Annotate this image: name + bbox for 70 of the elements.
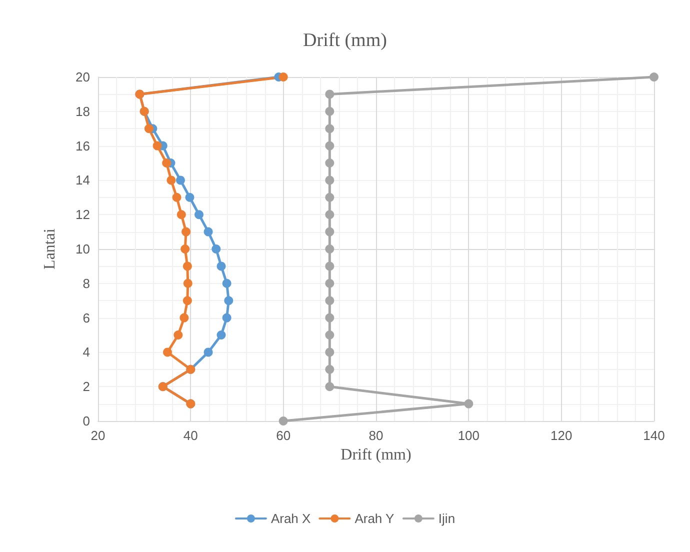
point (152, 141, 162, 150)
point (182, 227, 191, 236)
point (224, 296, 234, 306)
point (325, 106, 334, 116)
point (325, 348, 334, 357)
point (216, 262, 226, 271)
y-tick-label: 18 (76, 104, 90, 119)
y-tick-label: 16 (76, 138, 90, 154)
y-tick-label: 10 (76, 242, 90, 256)
y-tick-label: 2 (82, 379, 90, 394)
legend-label: Ijin (438, 511, 456, 526)
point (222, 313, 232, 322)
point (185, 192, 194, 202)
point (204, 348, 213, 357)
point (204, 227, 213, 236)
point (325, 244, 334, 254)
point (325, 158, 334, 168)
point (180, 313, 189, 322)
point (650, 72, 658, 82)
point (325, 176, 334, 185)
point (325, 330, 334, 340)
point (222, 278, 232, 288)
point (325, 90, 334, 99)
point (174, 330, 183, 340)
y-tick-label: 6 (82, 310, 90, 326)
y-tick-label: 14 (76, 172, 90, 188)
point (325, 124, 334, 134)
x-tick-label: 120 (550, 428, 572, 443)
point (212, 244, 221, 254)
x-axis-title: Drift (mm) (340, 446, 412, 464)
point (325, 313, 334, 322)
point (182, 262, 192, 271)
point (176, 176, 185, 185)
point (176, 210, 186, 220)
point (325, 210, 334, 220)
point (325, 382, 334, 392)
point (172, 192, 182, 202)
point (325, 192, 334, 202)
y-axis-title: Lantai (42, 228, 58, 270)
point (194, 210, 204, 220)
legend-label: Arah X (270, 511, 312, 526)
chart-title: Drift (mm) (303, 30, 387, 51)
point (162, 158, 172, 168)
point (183, 278, 192, 288)
y-tick-label: 8 (82, 276, 90, 291)
x-tick-label: 140 (643, 428, 665, 443)
point (325, 227, 334, 236)
point (144, 124, 154, 134)
point (166, 176, 176, 185)
point (180, 244, 190, 254)
point (278, 72, 288, 82)
x-tick-label: 60 (276, 428, 291, 443)
x-tick-label: 100 (458, 428, 480, 443)
point (325, 278, 334, 288)
y-tick-label: 4 (82, 344, 90, 360)
legend-label: Arah Y (354, 511, 395, 526)
point (182, 296, 192, 306)
point (216, 330, 226, 340)
point (278, 416, 288, 426)
y-tick-label: 0 (82, 414, 90, 428)
y-tick-label: 12 (76, 207, 90, 222)
x-tick-label: 40 (183, 428, 198, 443)
x-tick-label: 80 (368, 428, 384, 443)
point (325, 141, 334, 150)
point (464, 399, 474, 408)
y-tick-label: 20 (76, 70, 90, 84)
point (325, 364, 334, 374)
point (325, 296, 334, 306)
point (163, 348, 172, 357)
point (325, 262, 334, 271)
